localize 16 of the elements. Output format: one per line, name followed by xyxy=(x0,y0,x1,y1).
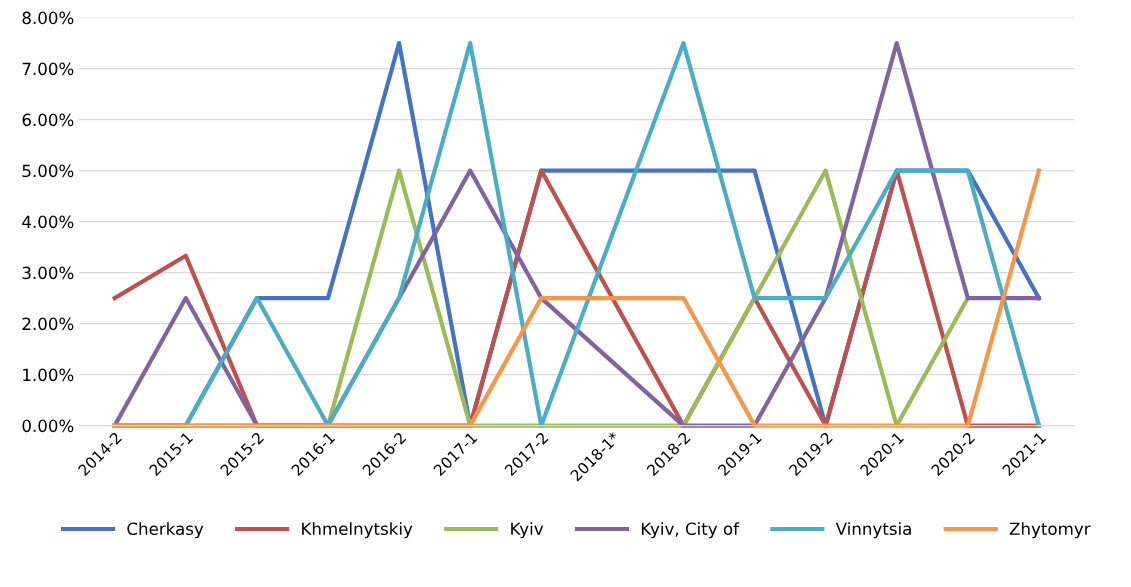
legend-label: Khmelnytskiy xyxy=(302,522,413,539)
y-tick-label: 0.00% xyxy=(22,419,74,433)
legend-label: Kyiv xyxy=(511,522,544,539)
y-tick-label: 2.00% xyxy=(22,317,74,331)
y-tick-label: 7.00% xyxy=(22,62,74,76)
legend-label: Vinnytsia xyxy=(835,522,911,539)
y-tick-label: 4.00% xyxy=(22,215,74,229)
y-tick-label: 6.00% xyxy=(22,113,74,127)
legend-label: Kyiv, City of xyxy=(641,522,740,539)
line-series xyxy=(112,41,1041,428)
y-tick-label: 5.00% xyxy=(22,164,74,178)
y-tick-label: 8.00% xyxy=(22,11,74,25)
legend-label: Zhytomyr xyxy=(1009,522,1091,539)
y-tick-label: 1.00% xyxy=(23,368,74,382)
y-tick-label: 3.00% xyxy=(22,266,74,280)
legend-label: Cherkasy xyxy=(127,522,204,539)
